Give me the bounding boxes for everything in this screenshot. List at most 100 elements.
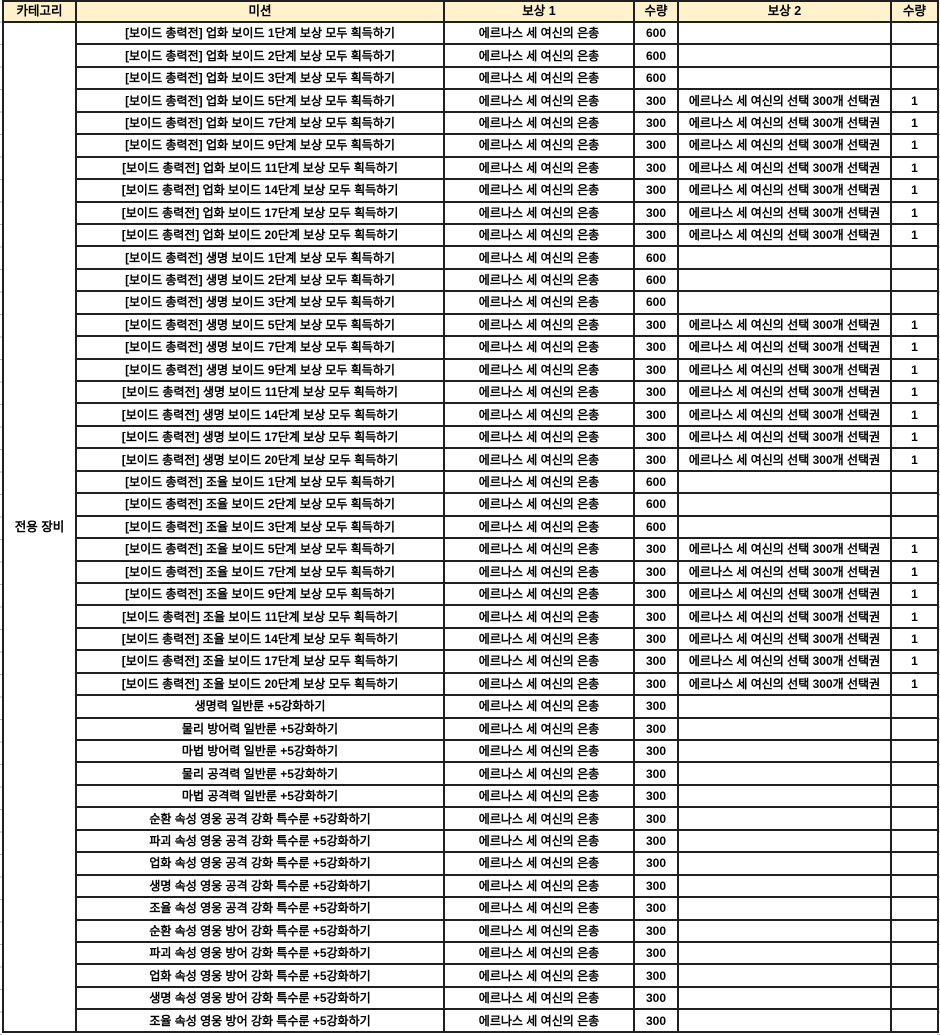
qty1-cell: 300 bbox=[633, 559, 679, 584]
qty1-cell: 300 bbox=[633, 312, 679, 338]
table-row: 파괴 속성 영웅 방어 강화 특수룬 +5강화하기 에르나스 세 여신의 은총 30… bbox=[3, 940, 939, 966]
mission-cell: 물리 방어력 일반룬 +5강화하기 bbox=[75, 716, 445, 742]
mission-cell: 조율 속성 영웅 방어 강화 특수룬 +5강화하기 bbox=[75, 1008, 445, 1033]
qty2-cell bbox=[890, 716, 939, 742]
qty2-cell: 1 bbox=[890, 649, 939, 674]
qty1-cell: 600 bbox=[633, 290, 679, 315]
mission-cell: [보이드 총력전] 업화 보이드 2단계 보상 모두 획득하기 bbox=[75, 43, 445, 68]
table-row: 물리 공격력 일반룬 +5강화하기 에르나스 세 여신의 은총 300 bbox=[3, 761, 939, 786]
mission-cell: [보이드 총력전] 조율 보이드 9단계 보상 모두 획득하기 bbox=[75, 581, 445, 607]
reward1-cell: 에르나스 세 여신의 은총 bbox=[443, 851, 635, 876]
qty2-cell bbox=[890, 896, 939, 921]
qty2-cell: 1 bbox=[890, 133, 939, 158]
reward1-cell: 에르나스 세 여신의 은총 bbox=[443, 335, 635, 360]
gridline-stubs-right bbox=[937, 0, 940, 1035]
qty1-cell: 300 bbox=[633, 671, 679, 697]
header-qty1: 수량 bbox=[633, 0, 679, 23]
reward2-cell bbox=[677, 694, 892, 719]
reward1-cell: 에르나스 세 여신의 은총 bbox=[443, 828, 635, 854]
mission-cell: [보이드 총력전] 조율 보이드 5단계 보상 모두 획득하기 bbox=[75, 537, 445, 562]
table-row: [보이드 총력전] 조율 보이드 5단계 보상 모두 획득하기 에르나스 세 여신… bbox=[3, 537, 939, 562]
qty2-cell bbox=[890, 783, 939, 809]
table-row: [보이드 총력전] 업화 보이드 9단계 보상 모두 획득하기 에르나스 세 여신… bbox=[3, 133, 939, 158]
qty2-cell bbox=[890, 761, 939, 786]
qty1-cell: 300 bbox=[633, 963, 679, 988]
reward2-cell bbox=[677, 806, 892, 831]
qty2-cell bbox=[890, 245, 939, 270]
reward1-cell: 에르나스 세 여신의 은총 bbox=[443, 626, 635, 652]
qty1-cell: 300 bbox=[633, 178, 679, 203]
mission-cell: [보이드 총력전] 생명 보이드 5단계 보상 모두 획득하기 bbox=[75, 312, 445, 338]
qty1-cell: 300 bbox=[633, 110, 679, 136]
table-row: [보이드 총력전] 업화 보이드 17단계 보상 모두 획득하기 에르나스 세 여… bbox=[3, 200, 939, 225]
header-reward1: 보상 1 bbox=[443, 0, 635, 23]
reward1-cell: 에르나스 세 여신의 은총 bbox=[443, 581, 635, 607]
qty1-cell: 300 bbox=[633, 828, 679, 854]
reward1-cell: 에르나스 세 여신의 은총 bbox=[443, 918, 635, 943]
reward2-cell: 에르나스 세 여신의 선택 300개 선택권 bbox=[677, 133, 892, 158]
reward1-cell: 에르나스 세 여신의 은총 bbox=[443, 940, 635, 966]
reward2-cell bbox=[677, 783, 892, 809]
qty1-cell: 600 bbox=[633, 469, 679, 495]
mission-cell: [보이드 총력전] 생명 보이드 9단계 보상 모두 획득하기 bbox=[75, 357, 445, 383]
table-row: [보이드 총력전] 조율 보이드 7단계 보상 모두 획득하기 에르나스 세 여신… bbox=[3, 559, 939, 584]
reward1-cell: 에르나스 세 여신의 은총 bbox=[443, 671, 635, 697]
mission-cell: [보이드 총력전] 업화 보이드 20단계 보상 모두 획득하기 bbox=[75, 222, 445, 248]
mission-cell: [보이드 총력전] 생명 보이드 20단계 보상 모두 획득하기 bbox=[75, 447, 445, 472]
qty2-cell bbox=[890, 963, 939, 988]
table-row: [보이드 총력전] 생명 보이드 11단계 보상 모두 획득하기 에르나스 세 여… bbox=[3, 379, 939, 405]
table-row: [보이드 총력전] 업화 보이드 3단계 보상 모두 획득하기 에르나스 세 여신… bbox=[3, 65, 939, 91]
table-row: 순환 속성 영웅 공격 강화 특수룬 +5강화하기 에르나스 세 여신의 은총 30… bbox=[3, 806, 939, 831]
mission-cell: [보이드 총력전] 생명 보이드 7단계 보상 모두 획득하기 bbox=[75, 335, 445, 360]
qty2-cell: 1 bbox=[890, 110, 939, 136]
qty2-cell: 1 bbox=[890, 559, 939, 584]
reward1-cell: 에르나스 세 여신의 은총 bbox=[443, 312, 635, 338]
mission-cell: [보이드 총력전] 생명 보이드 11단계 보상 모두 획득하기 bbox=[75, 379, 445, 405]
reward2-cell: 에르나스 세 여신의 선택 300개 선택권 bbox=[677, 178, 892, 203]
qty1-cell: 600 bbox=[633, 65, 679, 91]
reward2-cell: 에르나스 세 여신의 선택 300개 선택권 bbox=[677, 110, 892, 136]
reward1-cell: 에르나스 세 여신의 은총 bbox=[443, 963, 635, 988]
mission-cell: 순환 속성 영웅 방어 강화 특수룬 +5강화하기 bbox=[75, 918, 445, 943]
qty2-cell: 1 bbox=[890, 357, 939, 383]
reward2-cell bbox=[677, 716, 892, 742]
qty2-cell bbox=[890, 43, 939, 68]
qty2-cell bbox=[890, 806, 939, 831]
reward2-cell bbox=[677, 43, 892, 68]
table-row: 조율 속성 영웅 공격 강화 특수룬 +5강화하기 에르나스 세 여신의 은총 30… bbox=[3, 896, 939, 921]
mission-cell: 조율 속성 영웅 공격 강화 특수룬 +5강화하기 bbox=[75, 896, 445, 921]
table-row: 파괴 속성 영웅 공격 강화 특수룬 +5강화하기 에르나스 세 여신의 은총 30… bbox=[3, 828, 939, 854]
qty2-cell: 1 bbox=[890, 581, 939, 607]
category-cell: 전용 장비 bbox=[2, 21, 77, 1033]
mission-cell: 생명력 일반룬 +5강화하기 bbox=[75, 694, 445, 719]
qty1-cell: 300 bbox=[633, 918, 679, 943]
reward2-cell: 에르나스 세 여신의 선택 300개 선택권 bbox=[677, 155, 892, 181]
header-reward2: 보상 2 bbox=[677, 0, 892, 23]
reward2-cell: 에르나스 세 여신의 선택 300개 선택권 bbox=[677, 671, 892, 697]
reward1-cell: 에르나스 세 여신의 은총 bbox=[443, 492, 635, 517]
header-mission: 미션 bbox=[75, 0, 445, 23]
reward2-cell: 에르나스 세 여신의 선택 300개 선택권 bbox=[677, 626, 892, 652]
qty2-cell: 1 bbox=[890, 222, 939, 248]
qty1-cell: 300 bbox=[633, 133, 679, 158]
reward1-cell: 에르나스 세 여신의 은총 bbox=[443, 896, 635, 921]
reward2-cell: 에르나스 세 여신의 선택 300개 선택권 bbox=[677, 559, 892, 584]
reward1-cell: 에르나스 세 여신의 은총 bbox=[443, 716, 635, 742]
mission-cell: 파괴 속성 영웅 방어 강화 특수룬 +5강화하기 bbox=[75, 940, 445, 966]
mission-cell: [보이드 총력전] 조율 보이드 14단계 보상 모두 획득하기 bbox=[75, 626, 445, 652]
qty1-cell: 300 bbox=[633, 761, 679, 786]
reward2-cell bbox=[677, 940, 892, 966]
reward1-cell: 에르나스 세 여신의 은총 bbox=[443, 761, 635, 786]
qty1-cell: 600 bbox=[633, 20, 679, 46]
mission-cell: [보이드 총력전] 조율 보이드 1단계 보상 모두 획득하기 bbox=[75, 469, 445, 495]
qty1-cell: 300 bbox=[633, 716, 679, 742]
reward1-cell: 에르나스 세 여신의 은총 bbox=[443, 402, 635, 427]
header-category: 카테고리 bbox=[2, 0, 77, 23]
mission-cell: [보이드 총력전] 생명 보이드 2단계 보상 모두 획득하기 bbox=[75, 267, 445, 293]
qty1-cell: 300 bbox=[633, 200, 679, 225]
qty1-cell: 300 bbox=[633, 402, 679, 427]
qty2-cell: 1 bbox=[890, 178, 939, 203]
mission-cell: [보이드 총력전] 업화 보이드 11단계 보상 모두 획득하기 bbox=[75, 155, 445, 181]
